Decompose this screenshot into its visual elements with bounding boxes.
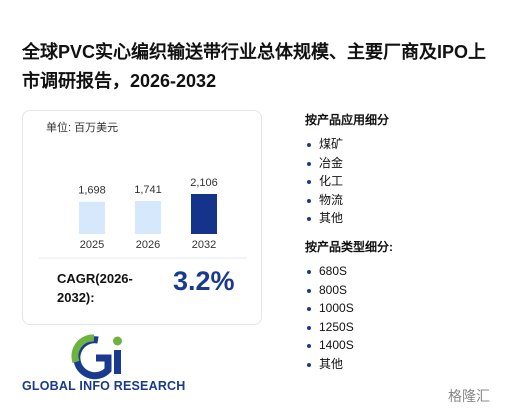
bar xyxy=(135,200,161,234)
stats-card: 单位: 百万美元 1,698 2025 1,741 2026 2,106 2032 CAG… xyxy=(22,110,262,325)
cagr-label: CAGR(2026- 2032): xyxy=(57,269,133,307)
segment-item: 1250S xyxy=(305,318,393,337)
watermark: 格隆汇 xyxy=(448,388,490,404)
segment-heading: 按产品应用细分 xyxy=(305,113,390,127)
cagr-line: 2032): xyxy=(57,290,95,305)
segment-item: 煤矿 xyxy=(305,135,389,154)
bar xyxy=(191,194,217,234)
segment-item: 化工 xyxy=(305,172,389,191)
segment-item: 680S xyxy=(305,262,393,281)
segment-item: 1000S xyxy=(305,299,393,318)
x-tick-label: 2032 xyxy=(192,239,216,251)
cagr-value: 3.2% xyxy=(173,266,235,296)
segment-item: 物流 xyxy=(305,191,389,210)
value-label: 1,741 xyxy=(134,184,162,196)
segment-item: 其他 xyxy=(305,209,389,228)
title: 全球PVC实心编织输送带行业总体规模、主要厂商及IPO上市调研报告，2026-2… xyxy=(22,42,487,91)
unit-label: 单位: 百万美元 xyxy=(46,120,118,134)
value-label: 2,106 xyxy=(190,177,218,189)
bar xyxy=(79,201,105,234)
segment: 按产品应用细分煤矿 冶金 化工 物流 其他 xyxy=(305,111,389,228)
cagr-line: CAGR(2026- xyxy=(57,271,133,286)
segment-item: 其他 xyxy=(305,355,393,374)
segment-item: 1400S xyxy=(305,336,393,355)
chart: 单位: 百万美元 1,698 2025 1,741 2026 2,106 2032 xyxy=(46,120,218,251)
segment-heading: 按产品类型细分: xyxy=(305,240,393,254)
x-tick-label: 2025 xyxy=(80,239,104,251)
x-tick-label: 2026 xyxy=(136,239,160,251)
logo xyxy=(71,334,122,380)
segment-item: 800S xyxy=(305,281,393,300)
value-label: 1,698 xyxy=(78,185,106,197)
brand-name: GLOBAL INFO RESEARCH xyxy=(22,379,186,393)
segment-item: 冶金 xyxy=(305,154,389,173)
divider xyxy=(39,257,247,259)
segment: 按产品类型细分: 680S 800S 1000S 1250S 1400S 其他 xyxy=(305,238,393,373)
